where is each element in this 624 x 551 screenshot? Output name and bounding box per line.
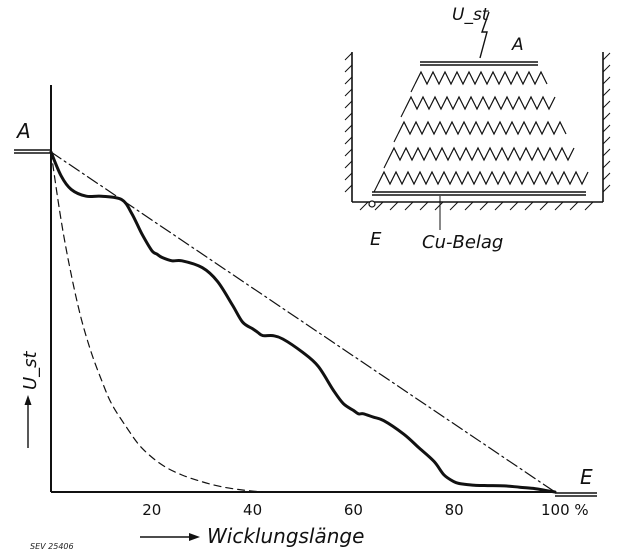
chart-series-layer <box>49 150 557 494</box>
inset-winding-layer <box>404 95 556 111</box>
x-axis-arrowhead <box>189 533 200 541</box>
inset-winding-layer <box>414 70 548 86</box>
x-axis-label: Wicklungslänge <box>207 524 364 548</box>
inset-voltage-label: U_st <box>452 5 490 25</box>
x-tick-label: 20 <box>142 501 161 519</box>
inset-winding-layer <box>377 170 589 186</box>
footnote-code: SEV 25406 <box>30 542 74 551</box>
chart-axes <box>14 85 597 497</box>
inset-label-a: A <box>511 35 524 55</box>
x-tick-layer: 20 40 60 80 100 % <box>142 501 588 519</box>
inset-winding-layer <box>397 120 567 136</box>
series-line-dash-dot <box>50 151 556 493</box>
inset-winding-layer <box>387 146 575 162</box>
inset-cu-belag-label: Cu-Belag <box>422 232 503 253</box>
y-axis-label: U_st <box>20 350 41 390</box>
y-axis-title: U_st <box>20 350 41 448</box>
x-tick-label: 80 <box>445 501 464 519</box>
inset-winding-connector <box>383 159 389 169</box>
inset-winding-connector <box>400 108 406 118</box>
inset-winding-layers <box>373 70 589 193</box>
inset-hatching <box>344 52 611 211</box>
x-axis-title: Wicklungslänge <box>140 524 364 548</box>
x-tick-label: 40 <box>243 501 262 519</box>
inset-winding-diagram: U_st A E Cu-Belag <box>344 5 611 253</box>
label-start-a: A <box>15 119 31 143</box>
x-tick-label: 60 <box>344 501 363 519</box>
inset-voltage-arrow <box>479 11 490 59</box>
inset-winding-connector <box>373 183 379 193</box>
inset-winding-connector <box>410 83 416 93</box>
x-tick-label: 100 % <box>541 501 589 519</box>
series-line-solid-thick <box>49 150 557 494</box>
series-line-dashed <box>50 151 264 493</box>
y-axis-arrowhead <box>24 395 32 405</box>
label-end-e: E <box>580 465 593 489</box>
inset-winding-connector <box>393 133 399 143</box>
inset-label-e: E <box>370 229 382 250</box>
inset-ground-terminal <box>368 200 376 208</box>
